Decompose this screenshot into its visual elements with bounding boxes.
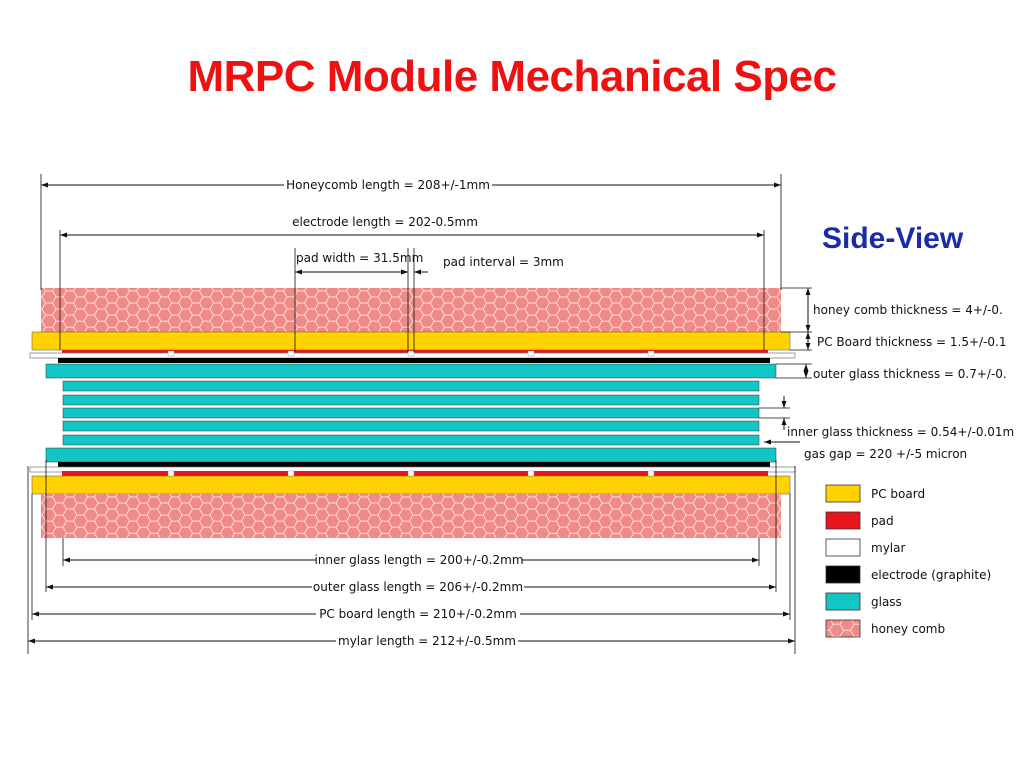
pad-interval-label: pad interval = 3mm [443,255,564,269]
gas-gap-label: gas gap = 220 +/-5 micron [804,447,967,461]
pc-board-length-label: PC board length = 210+/-0.2mm [319,607,517,621]
honey-comb-thickness-label: honey comb thickness = 4+/-0. [813,303,1003,317]
bottom-honeycomb-layer [41,494,781,538]
pad-gaps [167,350,655,477]
mylar-length-label: mylar length = 212+/-0.5mm [338,634,516,648]
inner-glass-2 [62,394,760,406]
legend-swatch-pc [825,484,861,503]
legend-swatch-pad [825,511,861,530]
legend-label-electrode: electrode (graphite) [871,568,991,582]
top-dimension-lines [41,182,781,275]
inner-glass-5 [62,434,760,446]
top-honeycomb-layer [41,288,781,332]
pc-board-thickness-label: PC Board thickness = 1.5+/-0.1 [817,335,1006,349]
inner-glass-4 [62,420,760,432]
top-outer-glass-layer [45,363,777,379]
layer-stack [29,288,796,538]
top-pc-board-layer [31,331,791,351]
pad-width-label: pad width = 31.5mm [296,251,423,265]
inner-glass-length-label: inner glass length = 200+/-0.2mm [314,553,523,567]
side-view-label: Side-View [822,222,964,255]
bottom-pc-board-layer [31,475,791,495]
honeycomb-length-label: Honeycomb length = 208+/-1mm [286,178,490,192]
inner-glass-thickness-label: inner glass thickness = 0.54+/-0.01m [787,425,1014,439]
slide-title: MRPC Module Mechanical Spec [187,52,837,101]
legend-label-honey: honey comb [871,622,945,636]
legend-label-pc: PC board [871,487,925,501]
bottom-pad-layer [62,471,768,476]
extension-lines [27,174,812,654]
outer-glass-length-label: outer glass length = 206+/-0.2mm [313,580,523,594]
legend-swatch-glass [825,592,861,611]
bottom-outer-glass-layer [45,447,777,463]
bottom-dimension-lines [28,557,795,644]
legend-label-glass: glass [871,595,902,609]
dimension-labels: Honeycomb length = 208+/-1mm electrode l… [286,178,1014,648]
bottom-electrode-layer [58,462,770,467]
legend-swatch-mylar [825,538,861,557]
inner-glass-3 [62,407,760,419]
top-electrode-layer [58,358,770,363]
legend-label-mylar: mylar [871,541,905,555]
legend: PC board pad mylar electrode (graphite) glas… [825,484,991,638]
inner-glass-layers [62,380,760,446]
legend-swatch-honey [825,619,861,638]
legend-swatch-electrode [825,565,861,584]
legend-label-pad: pad [871,514,894,528]
thickness-dimension-lines [764,288,811,445]
outer-glass-thickness-label: outer glass thickness = 0.7+/-0. [813,367,1007,381]
inner-glass-1 [62,380,760,392]
electrode-length-label: electrode length = 202-0.5mm [292,215,478,229]
